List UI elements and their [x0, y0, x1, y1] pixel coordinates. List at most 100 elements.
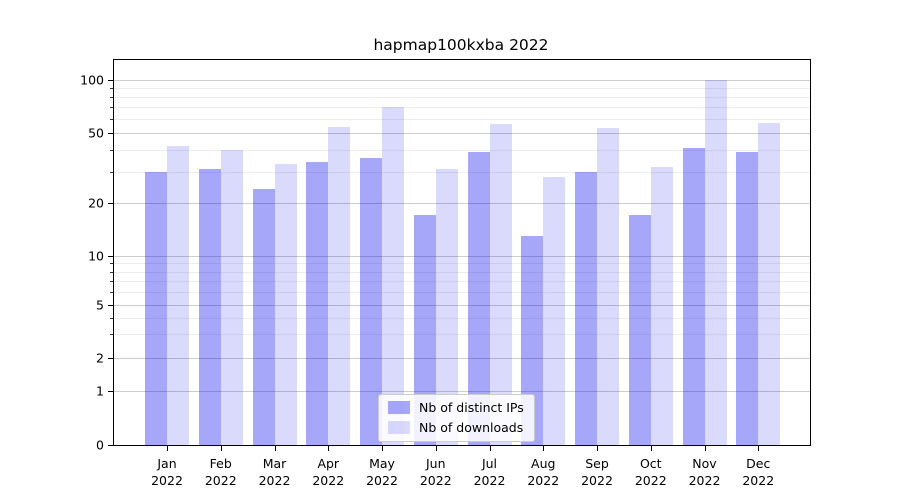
bar-nov-distinct-ips [682, 147, 705, 445]
bar-dec-downloads [758, 122, 781, 445]
x-tick [758, 446, 760, 451]
y-tick-label: 1 [96, 383, 104, 399]
bar-jan-downloads [167, 145, 189, 445]
bar-sep-downloads [597, 128, 619, 445]
x-tick-year: 2022 [366, 473, 398, 488]
bar-mar-downloads [274, 164, 297, 445]
x-tick [704, 446, 706, 451]
y-minor-tick [110, 280, 113, 282]
bar-apr-downloads [328, 126, 351, 445]
plot-area: Nb of distinct IPs Nb of downloads 100 50… [80, 59, 811, 488]
x-tick-month: Mar [262, 456, 287, 471]
bar-jan-distinct-ips [145, 171, 167, 445]
x-tick [274, 446, 276, 451]
x-tick-year: 2022 [688, 473, 721, 488]
bar-oct-distinct-ips [628, 215, 651, 445]
major-gridline [114, 304, 810, 306]
legend-swatch-downloads [388, 421, 410, 434]
y-minor-tick [110, 317, 113, 319]
x-tick-label: Jun 2022 [408, 455, 464, 489]
x-tick-label: Dec 2022 [730, 455, 786, 489]
y-tick [108, 256, 113, 257]
major-gridline [114, 358, 810, 359]
x-tick [167, 446, 168, 451]
legend: Nb of distinct IPs Nb of downloads [378, 394, 535, 442]
minor-gridline [114, 271, 810, 273]
minor-gridline [114, 87, 810, 89]
minor-gridline [114, 118, 810, 120]
y-minor-tick [110, 87, 113, 89]
minor-gridline [114, 280, 810, 282]
y-tick-label: 0 [96, 437, 104, 453]
y-tick-label: 100 [80, 72, 104, 88]
x-tick-label: Jul 2022 [462, 455, 518, 489]
x-tick-label: Sep 2022 [569, 455, 625, 489]
y-minor-tick [110, 171, 113, 173]
minor-gridline [114, 171, 810, 173]
x-tick-label: Apr 2022 [300, 455, 356, 489]
chart-title: hapmap100kxba 2022 [373, 36, 549, 54]
x-tick-label: Oct 2022 [623, 455, 679, 489]
bar-jul-distinct-ips [467, 151, 490, 445]
x-tick-month: Sep [585, 456, 609, 471]
x-tick-year: 2022 [742, 473, 775, 488]
y-tick-label: 2 [96, 350, 104, 366]
x-tick-month: May [369, 456, 395, 471]
x-tick-year: 2022 [473, 473, 506, 488]
y-tick-label: 50 [88, 125, 104, 140]
y-minor-tick [110, 96, 113, 98]
x-tick-year: 2022 [527, 473, 560, 488]
x-tick-year: 2022 [204, 473, 237, 488]
bar-nov-downloads [704, 80, 727, 445]
x-tick-label: Jan 2022 [139, 455, 195, 489]
bar-jun-distinct-ips [413, 215, 436, 445]
bar-may-downloads [382, 107, 404, 445]
y-tick [108, 304, 113, 306]
y-tick [108, 358, 113, 359]
x-tick-month: Jan [157, 456, 177, 471]
y-minor-tick [110, 118, 113, 120]
y-minor-tick [110, 107, 113, 108]
x-tick-month: Feb [209, 456, 232, 471]
minor-gridline [114, 334, 810, 336]
bar-dec-distinct-ips [736, 151, 759, 445]
bar-feb-distinct-ips [198, 169, 221, 445]
x-tick [328, 446, 330, 451]
x-tick-year: 2022 [312, 473, 345, 488]
bar-may-distinct-ips [360, 157, 382, 445]
minor-gridline [114, 291, 810, 293]
y-tick [108, 445, 113, 446]
bar-apr-distinct-ips [306, 162, 329, 445]
y-tick-label: 5 [96, 297, 104, 312]
x-tick-month: Jul [481, 456, 498, 471]
legend-swatch-distinct-ips [388, 401, 410, 414]
legend-label-downloads: Nb of downloads [419, 420, 524, 435]
x-tick-label: Aug 2022 [515, 455, 571, 489]
x-tick-label: Nov 2022 [677, 455, 733, 489]
x-tick [650, 446, 652, 451]
minor-gridline [114, 107, 810, 108]
bar-aug-downloads [543, 177, 566, 445]
x-tick-year: 2022 [258, 473, 291, 488]
major-gridline [114, 132, 810, 134]
x-tick-month: Jun [425, 456, 446, 471]
legend-entry-downloads: Nb of downloads [388, 420, 524, 435]
y-minor-tick [110, 291, 113, 293]
y-tick [108, 132, 113, 134]
bar-sep-distinct-ips [575, 171, 597, 445]
x-tick [489, 446, 491, 451]
x-tick-year: 2022 [581, 473, 613, 488]
y-minor-tick [110, 149, 113, 151]
major-gridline [114, 203, 810, 204]
x-tick-year: 2022 [419, 473, 452, 488]
x-tick-month: Apr [317, 456, 340, 471]
minor-gridline [114, 263, 810, 265]
y-minor-tick [110, 334, 113, 336]
y-minor-tick [110, 263, 113, 265]
major-gridline [114, 391, 810, 392]
bar-feb-downloads [220, 149, 243, 445]
bar-oct-downloads [650, 166, 673, 445]
x-tick-month: Dec [746, 456, 771, 471]
x-tick-month: Nov [692, 456, 717, 471]
x-tick-month: Oct [639, 456, 662, 471]
